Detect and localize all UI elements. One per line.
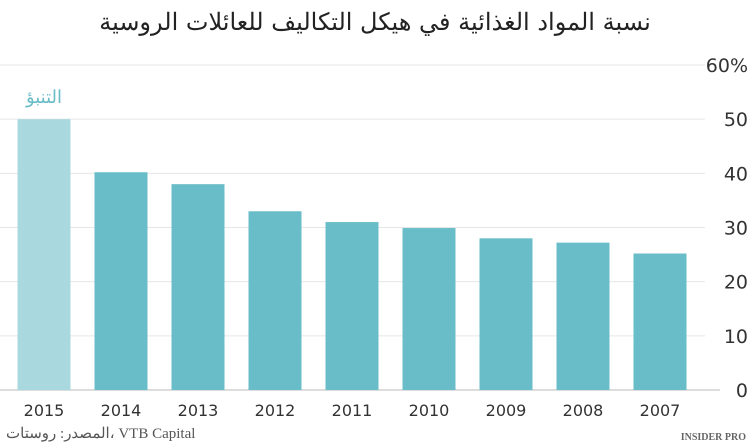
- x-tick-label: 2008: [563, 401, 604, 420]
- bar-2015: [17, 119, 71, 391]
- x-tick-label: 2009: [486, 401, 527, 420]
- x-tick-label: 2015: [24, 401, 65, 420]
- y-tick-label: 40: [724, 163, 748, 185]
- bar-2011: [325, 222, 379, 390]
- chart-title: نسبة المواد الغذائية في هيكل التكاليف لل…: [99, 8, 651, 36]
- y-tick-label: 60%: [706, 55, 748, 77]
- bar-2010: [402, 228, 456, 390]
- source-note: المصدر: روستات، VTB Capital: [6, 426, 196, 442]
- bar-2013: [171, 184, 225, 390]
- forecast-annotation: التنبؤ: [25, 87, 62, 108]
- x-tick-label: 2013: [178, 401, 219, 420]
- x-tick-label: 2010: [409, 401, 450, 420]
- y-tick-label: 20: [724, 272, 748, 294]
- x-tick-label: 2007: [640, 401, 681, 420]
- x-tick-label: 2012: [255, 401, 296, 420]
- bar-2014: [94, 172, 148, 390]
- x-tick-label: 2014: [101, 401, 142, 420]
- x-tick-label: 2011: [332, 401, 373, 420]
- bar-2008: [556, 242, 610, 390]
- bar-2007: [633, 253, 687, 390]
- y-tick-label: 30: [724, 218, 748, 240]
- y-tick-label: 0: [736, 380, 748, 402]
- bar-2012: [248, 211, 302, 390]
- brand-logo: INSIDER PRO: [680, 432, 746, 443]
- y-tick-label: 50: [724, 109, 748, 131]
- bar-2009: [479, 238, 533, 390]
- y-tick-label: 10: [724, 326, 748, 348]
